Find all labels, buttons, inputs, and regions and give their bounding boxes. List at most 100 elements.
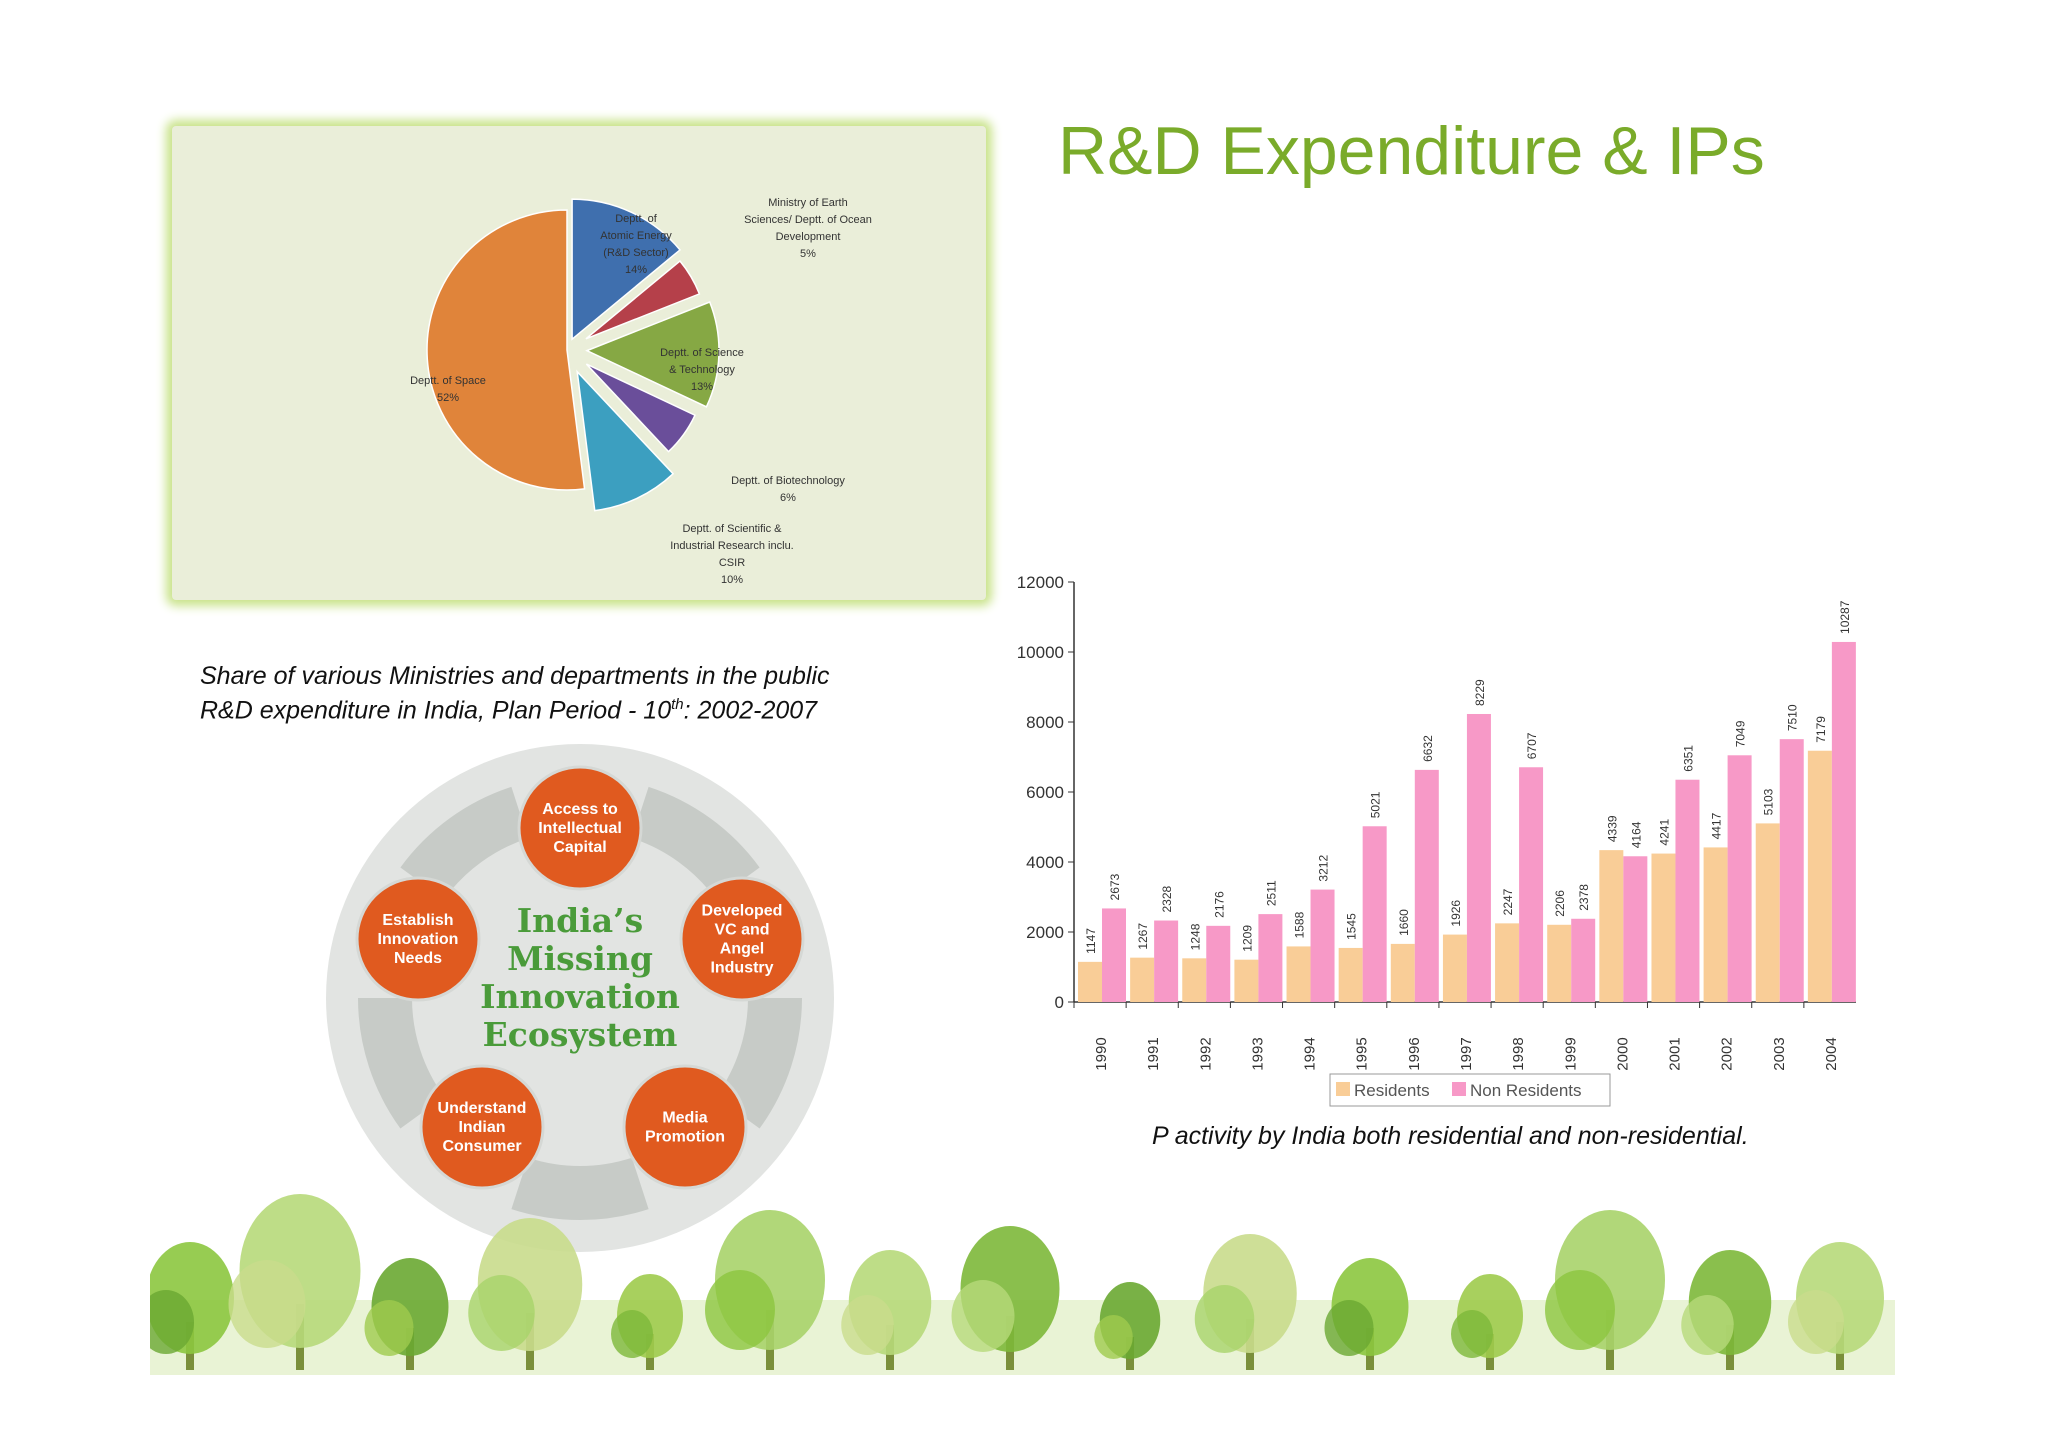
bar-non-residents (1571, 918, 1596, 1002)
bar-data-label: 2511 (1264, 880, 1278, 906)
tree-canopy (1324, 1300, 1374, 1356)
legend-swatch (1336, 1082, 1350, 1096)
chart-legend: Residents Non Residents (1329, 1073, 1611, 1107)
x-tick-label: 1998 (1510, 1037, 1527, 1070)
y-tick-label: 12000 (1017, 573, 1064, 592)
bar-data-label: 8229 (1473, 679, 1487, 706)
pie-chart-panel: Deptt. of Atomic Energy (R&D Sector) 14% Min… (172, 126, 986, 600)
pie-caption-years: : 2002-2007 (683, 696, 818, 725)
y-tick-label: 6000 (1026, 783, 1064, 802)
bar-data-label: 5021 (1369, 791, 1383, 818)
bar-residents (1755, 823, 1780, 1002)
x-tick-label: 1992 (1197, 1037, 1214, 1070)
x-tick-label: 1999 (1562, 1037, 1579, 1070)
tree-canopy (364, 1300, 414, 1356)
tree-canopy (951, 1280, 1015, 1352)
x-tick-label: 2003 (1771, 1037, 1788, 1070)
bar-data-label: 7179 (1814, 716, 1828, 743)
ecosystem-node (679, 876, 805, 1002)
tree-canopy (611, 1310, 653, 1358)
ecosystem-node (419, 1064, 545, 1190)
slide-title: R&D Expenditure & IPs (1058, 113, 1765, 189)
x-tick-label: 2004 (1823, 1037, 1840, 1070)
bar-data-label: 1660 (1397, 909, 1411, 936)
tree-canopy (1788, 1290, 1844, 1354)
tree-canopy (468, 1275, 535, 1351)
ecosystem-node-label: Access to Intellectual Capital (538, 801, 622, 856)
bar-residents (1547, 924, 1572, 1002)
tree-canopy (150, 1290, 194, 1354)
bar-data-label: 5103 (1762, 788, 1776, 815)
bar-residents (1442, 934, 1467, 1002)
x-tick-label: 1990 (1093, 1037, 1110, 1070)
tree-canopy (228, 1260, 306, 1348)
bar-non-residents (1310, 889, 1335, 1002)
pie-caption-superscript: th (671, 696, 684, 713)
bar-data-label: 3212 (1317, 855, 1331, 882)
y-tick-label: 8000 (1026, 713, 1064, 732)
bar-data-label: 7510 (1786, 704, 1800, 731)
bar-data-label: 1248 (1188, 923, 1202, 950)
pie-chart: Deptt. of Atomic Energy (R&D Sector) 14% Min… (410, 197, 872, 586)
tree-canopy (1545, 1270, 1615, 1350)
bar-residents (1390, 943, 1415, 1002)
x-tick-label: 1994 (1302, 1037, 1319, 1070)
bar-residents (1130, 957, 1155, 1002)
pie-caption-line-1: Share of various Ministries and departme… (200, 662, 830, 690)
bar-data-label: 2176 (1212, 891, 1226, 918)
bar-data-label: 4164 (1629, 821, 1643, 848)
bar-non-residents (1519, 767, 1544, 1002)
x-tick-label: 1997 (1458, 1037, 1475, 1070)
pie-slice (585, 301, 720, 408)
bar-data-label: 10287 (1838, 600, 1852, 634)
legend-box (1329, 1073, 1611, 1107)
legend-swatch (1452, 1082, 1466, 1096)
bar-non-residents (1727, 755, 1752, 1002)
x-tick-label: 2001 (1667, 1037, 1684, 1070)
bar-data-label: 1147 (1084, 928, 1098, 954)
tree-canopy (841, 1295, 894, 1355)
bar-non-residents (1623, 856, 1648, 1002)
x-tick-label: 1991 (1145, 1037, 1162, 1070)
x-tick-label: 2002 (1719, 1037, 1736, 1070)
bar-data-label: 6632 (1421, 735, 1435, 762)
pie-slice (576, 369, 675, 512)
pie-slice-label: Ministry of Earth Sciences/ Deptt. of Oce… (744, 197, 872, 260)
pie-caption-line-2: R&D expenditure in India, Plan Period - … (200, 696, 817, 725)
ecosystem-center-text: Ecosystem (483, 1015, 678, 1054)
tree-canopy (1681, 1295, 1734, 1355)
tree-canopy (1094, 1315, 1133, 1359)
cycle-arrow (400, 786, 529, 900)
bar-data-label: 2247 (1501, 888, 1515, 915)
bar-non-residents (1154, 920, 1179, 1002)
legend-label: Residents (1354, 1081, 1430, 1100)
bar-data-label: 2378 (1577, 884, 1591, 911)
tree-canopy (1451, 1310, 1493, 1358)
bar-non-residents (1466, 713, 1491, 1002)
x-tick-label: 1995 (1354, 1037, 1371, 1070)
cycle-arrow (631, 786, 760, 900)
pie-slice-label: Deptt. of Science & Technology 13% (660, 347, 744, 393)
bar-residents (1286, 946, 1311, 1002)
bar-residents (1807, 750, 1832, 1002)
bar-residents (1338, 947, 1363, 1002)
bar-residents (1495, 923, 1520, 1002)
ip-bar-chart: 0 2000 4000 6000 8000 10000 12000 1990 1147 2673 1… (1017, 573, 1856, 1107)
bar-non-residents (1362, 826, 1387, 1002)
bar-data-label: 4417 (1710, 812, 1724, 839)
bar-non-residents (1206, 925, 1231, 1002)
x-tick-label: 2000 (1614, 1037, 1631, 1070)
ecosystem-node-label: Establish Innovation Needs (378, 912, 459, 967)
bar-data-label: 1926 (1449, 900, 1463, 927)
bar-residents (1599, 850, 1624, 1002)
bar-data-label: 2328 (1160, 885, 1174, 912)
ecosystem-center-text: India’s (517, 901, 644, 940)
y-tick-label: 10000 (1017, 643, 1064, 662)
bar-non-residents (1414, 769, 1439, 1002)
pie-slice-label: Deptt. of Scientific & Industrial Researc… (670, 523, 794, 586)
bar-non-residents (1779, 739, 1804, 1002)
ecosystem-node-label: Media Promotion (645, 1110, 725, 1146)
legend-label: Non Residents (1470, 1081, 1582, 1100)
bar-data-label: 2673 (1108, 873, 1122, 900)
